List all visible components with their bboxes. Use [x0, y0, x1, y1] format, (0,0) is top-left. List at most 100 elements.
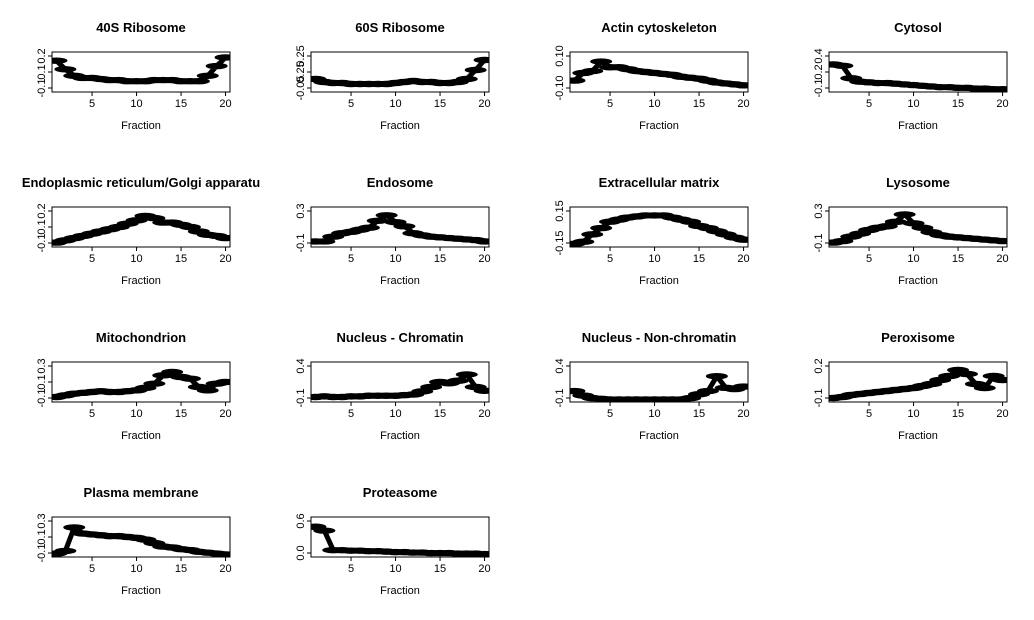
data-point [196, 72, 219, 79]
data-point [991, 86, 1007, 92]
x-tick-label: 5 [607, 98, 613, 110]
x-axis-label: Fraction [380, 585, 420, 597]
panel-9: Mitochondrion 5 10 15 20 -0.10.10.3 Fraction [36, 330, 232, 442]
panel-3: Actin cytoskeleton 5 10 15 20 -0.10 0.10 Fracti… [554, 20, 750, 132]
panel-14: Proteasome 5 10 15 20 0.0 0.6 Fraction [295, 485, 491, 597]
y-tick-label: 0.25 [295, 61, 307, 82]
plot-area [52, 524, 230, 557]
data-point [473, 56, 489, 64]
x-tick-label: 15 [952, 408, 964, 420]
y-tick-label: -0.1 [554, 389, 566, 408]
x-tick-label: 15 [693, 98, 705, 110]
data-point [732, 82, 748, 89]
y-tick-label: 0.1 [36, 529, 48, 544]
x-tick-label: 10 [130, 253, 142, 265]
x-tick-label: 20 [737, 408, 749, 420]
x-tick-label: 20 [478, 408, 490, 420]
plot-area [829, 61, 1007, 92]
x-tick-label: 5 [348, 253, 354, 265]
y-tick-label: -0.1 [295, 234, 307, 253]
x-tick-label: 20 [219, 253, 231, 265]
panel-7: Extracellular matrix 5 10 15 20 -0.15 0.15 Frac… [554, 175, 750, 287]
plot-frame [310, 516, 490, 558]
plot-frame [310, 51, 490, 93]
y-tick-label: 0.3 [36, 358, 48, 373]
data-point [187, 77, 210, 85]
x-tick-label: 5 [348, 563, 354, 575]
y-tick-label: 0.2 [36, 203, 48, 218]
panel-10: Nucleus - Chromatin 5 10 15 20 -0.1 0.4 Fractio… [295, 330, 491, 442]
data-point [178, 375, 201, 382]
data-point [420, 383, 443, 391]
x-tick-label: 15 [693, 408, 705, 420]
plot-area [311, 212, 489, 245]
plot-frame [310, 361, 490, 403]
data-point [446, 377, 469, 384]
plot-frame [51, 51, 231, 93]
x-axis-label: Fraction [380, 275, 420, 287]
y-tick-label: 0.0 [295, 545, 307, 560]
x-axis-label: Fraction [380, 430, 420, 442]
x-tick-label: 15 [175, 253, 187, 265]
x-tick-label: 10 [389, 563, 401, 575]
panel-1: 40S Ribosome 5 10 15 20 -0.10.10.2 Fraction [36, 20, 232, 132]
x-tick-label: 15 [175, 98, 187, 110]
x-axis-label: Fraction [121, 275, 161, 287]
data-point [732, 383, 748, 390]
panel-6: Endosome 5 10 15 20 -0.1 0.3 Fraction [295, 175, 491, 287]
x-tick-label: 20 [737, 98, 749, 110]
panel-title: Mitochondrion [96, 330, 186, 345]
x-tick-label: 10 [648, 98, 660, 110]
data-point [63, 524, 86, 531]
x-tick-label: 5 [866, 253, 872, 265]
data-point [893, 211, 916, 218]
data-point [366, 217, 389, 224]
plot-area [570, 58, 748, 89]
plot-frame [310, 206, 490, 248]
x-tick-label: 10 [389, 253, 401, 265]
x-tick-label: 15 [952, 98, 964, 110]
panel-title: Lysosome [886, 175, 950, 190]
y-tick-label: 0.1 [36, 374, 48, 389]
x-tick-label: 20 [219, 98, 231, 110]
y-tick-label: 0.4 [295, 358, 307, 373]
x-tick-label: 15 [434, 98, 446, 110]
panel-title: Endoplasmic reticulum/Golgi apparatu [22, 175, 260, 190]
y-tick-label: -0.1 [36, 234, 48, 253]
x-tick-label: 20 [478, 253, 490, 265]
y-tick-label: 0.4 [813, 48, 825, 63]
y-tick-label: -0.1 [36, 389, 48, 408]
y-tick-label: 0.1 [36, 64, 48, 79]
plot-frame [569, 206, 749, 248]
data-point [572, 238, 595, 245]
data-point [313, 238, 336, 245]
y-tick-label: 0.2 [813, 358, 825, 373]
plot-frame [828, 206, 1008, 248]
y-tick-label: 0.3 [295, 203, 307, 218]
x-tick-label: 5 [866, 408, 872, 420]
data-point [991, 237, 1007, 245]
x-tick-label: 15 [434, 253, 446, 265]
plot-area [311, 523, 489, 557]
data-point [214, 234, 230, 242]
x-axis-label: Fraction [121, 120, 161, 132]
panel-title: Plasma membrane [84, 485, 199, 500]
x-tick-label: 10 [907, 98, 919, 110]
data-point [375, 212, 398, 219]
y-tick-label: -0.10 [554, 75, 566, 100]
data-point [884, 218, 907, 226]
panel-title: Peroxisome [881, 330, 955, 345]
x-tick-label: 20 [219, 408, 231, 420]
y-tick-label: -0.1 [813, 79, 825, 98]
x-tick-label: 20 [478, 563, 490, 575]
x-tick-label: 20 [996, 408, 1008, 420]
y-tick-label: -0.1 [813, 234, 825, 253]
x-tick-label: 20 [996, 98, 1008, 110]
plot-area [52, 54, 230, 85]
data-point [143, 380, 166, 387]
data-point [590, 58, 613, 65]
x-tick-label: 5 [348, 98, 354, 110]
y-tick-label: 0.3 [36, 513, 48, 528]
data-point [214, 551, 230, 557]
